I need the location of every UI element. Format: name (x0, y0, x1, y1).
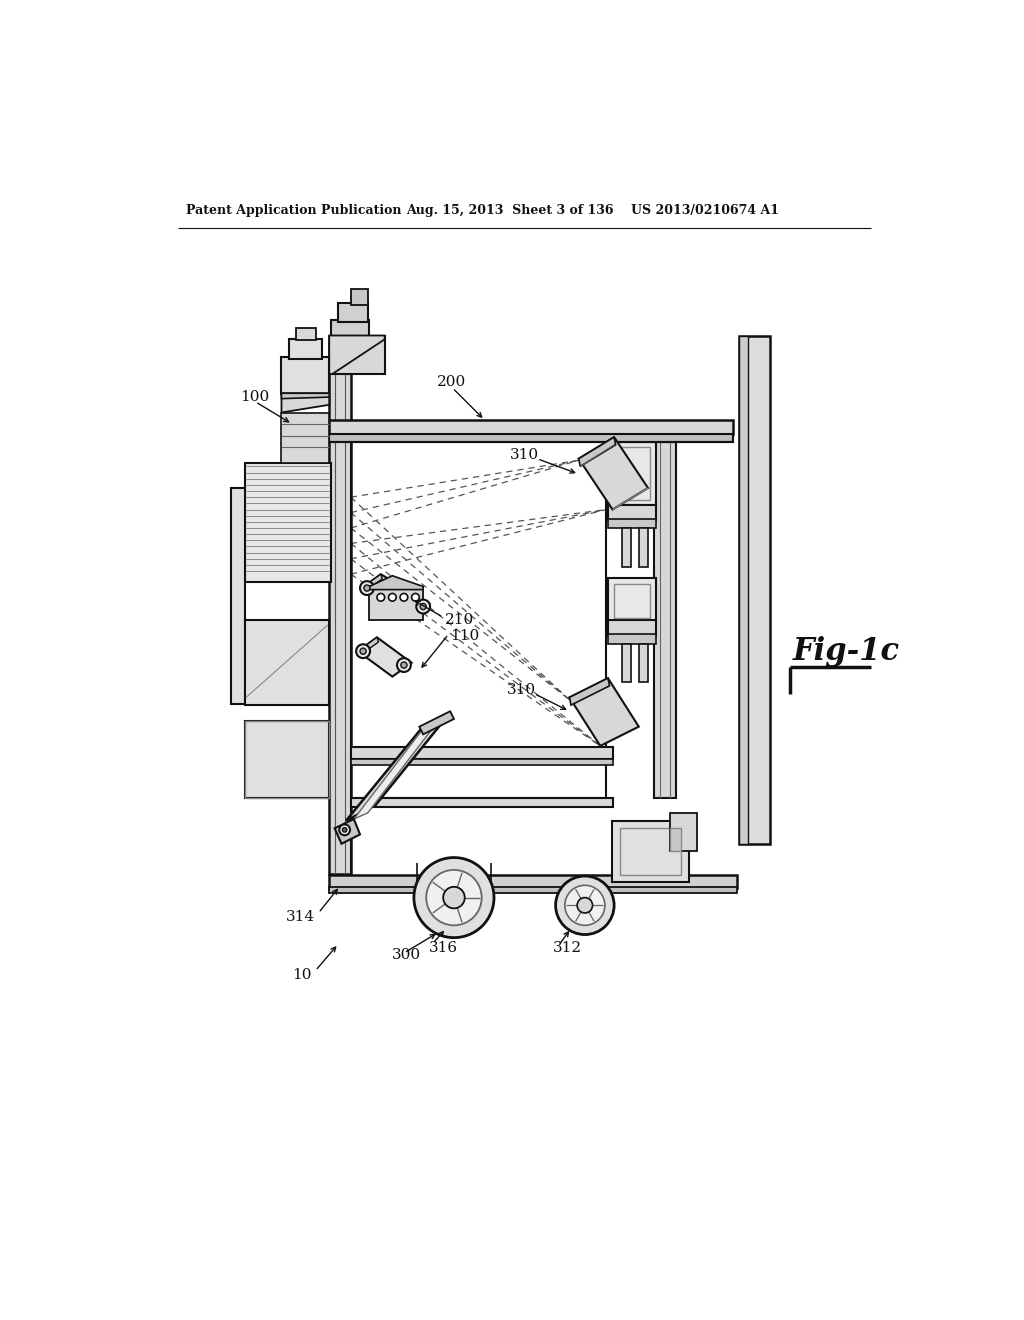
Polygon shape (330, 335, 385, 374)
Polygon shape (361, 574, 382, 593)
Bar (639, 528, 648, 566)
Circle shape (578, 898, 593, 913)
Circle shape (556, 876, 614, 935)
Bar (351, 289, 368, 305)
Polygon shape (357, 638, 379, 656)
Circle shape (443, 887, 465, 908)
Polygon shape (419, 711, 454, 734)
Circle shape (377, 594, 385, 601)
Circle shape (360, 581, 374, 595)
Circle shape (400, 661, 407, 668)
Bar (330, 434, 733, 442)
Text: US 2013/0210674 A1: US 2013/0210674 A1 (631, 205, 779, 218)
Bar (339, 304, 368, 322)
Polygon shape (579, 437, 648, 510)
Bar (670, 813, 696, 851)
Bar (614, 447, 649, 499)
Bar (245, 620, 330, 705)
Text: Patent Application Publication: Patent Application Publication (186, 205, 401, 218)
Polygon shape (346, 713, 451, 821)
Text: 316: 316 (429, 941, 459, 954)
Circle shape (364, 585, 370, 591)
Polygon shape (282, 412, 330, 462)
Circle shape (397, 659, 411, 672)
Text: 110: 110 (451, 628, 479, 643)
Polygon shape (370, 576, 423, 590)
Polygon shape (335, 818, 360, 843)
Bar (289, 339, 322, 359)
Polygon shape (370, 586, 423, 620)
Bar (608, 620, 655, 636)
Bar (654, 442, 676, 797)
Bar (331, 335, 385, 374)
Text: Fig-1c: Fig-1c (793, 636, 900, 667)
Circle shape (565, 886, 605, 925)
Circle shape (356, 644, 370, 659)
Bar (639, 644, 648, 682)
Bar (245, 721, 330, 797)
Circle shape (339, 825, 350, 836)
Bar (245, 462, 331, 582)
Bar (330, 887, 737, 894)
Text: 310: 310 (510, 447, 539, 462)
Text: 310: 310 (507, 682, 536, 697)
Text: 210: 210 (444, 614, 474, 627)
Text: 314: 314 (287, 909, 315, 924)
Bar (330, 874, 737, 888)
Circle shape (412, 594, 419, 601)
Circle shape (388, 594, 396, 601)
Polygon shape (569, 678, 609, 705)
Bar (296, 327, 316, 341)
Bar (608, 635, 655, 644)
Circle shape (414, 858, 494, 937)
Circle shape (400, 594, 408, 601)
Polygon shape (282, 393, 330, 412)
Text: 10: 10 (292, 968, 311, 982)
Text: 100: 100 (240, 391, 269, 404)
Circle shape (416, 599, 430, 614)
Bar (608, 578, 655, 624)
Polygon shape (357, 638, 412, 677)
Bar (608, 519, 655, 528)
Text: 300: 300 (392, 948, 422, 962)
Circle shape (426, 870, 481, 925)
Circle shape (342, 828, 347, 832)
Text: 200: 200 (437, 375, 466, 388)
Circle shape (420, 603, 426, 610)
Bar (351, 797, 612, 807)
Bar (739, 335, 749, 843)
Bar (614, 585, 649, 618)
Bar (331, 321, 370, 337)
Bar (351, 747, 612, 759)
Bar (351, 759, 612, 766)
Polygon shape (354, 721, 438, 818)
Polygon shape (579, 437, 615, 466)
Bar (330, 420, 733, 434)
Bar (622, 528, 631, 566)
Bar (330, 335, 351, 874)
Bar (739, 335, 770, 843)
Bar (230, 488, 245, 704)
Bar (670, 829, 681, 851)
Bar (245, 721, 330, 797)
Text: Aug. 15, 2013  Sheet 3 of 136: Aug. 15, 2013 Sheet 3 of 136 (407, 205, 613, 218)
Polygon shape (361, 574, 429, 618)
Polygon shape (569, 678, 639, 746)
Bar (608, 442, 655, 504)
Circle shape (360, 648, 367, 655)
Bar (622, 644, 631, 682)
Bar (620, 829, 681, 874)
Bar (608, 506, 655, 520)
Bar (282, 358, 330, 395)
Polygon shape (282, 393, 330, 399)
Bar (611, 821, 689, 882)
Text: 312: 312 (553, 941, 582, 954)
